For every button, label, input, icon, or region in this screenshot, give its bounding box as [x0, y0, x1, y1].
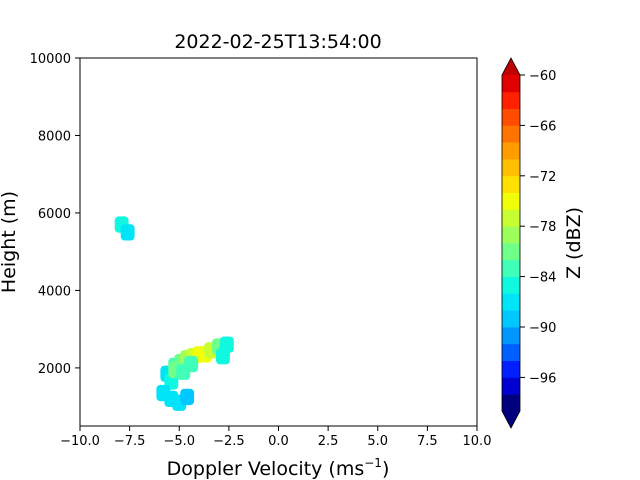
colorbar-band	[502, 327, 520, 345]
x-tick-label: 2.5	[318, 434, 339, 449]
y-axis: 2000 4000 6000 8000 10000	[30, 52, 80, 377]
y-tick-label: 2000	[38, 362, 71, 377]
colorbar-band	[502, 209, 520, 227]
colorbar-band	[502, 293, 520, 311]
y-tick-label: 4000	[38, 284, 71, 299]
colorbar-tick-label: −60	[529, 69, 556, 84]
y-tick-label: 6000	[38, 207, 71, 222]
colorbar-band	[502, 142, 520, 160]
colorbar-band	[502, 343, 520, 361]
x-axis-title-main: Doppler Velocity (ms	[167, 458, 365, 480]
plot-area	[114, 216, 234, 411]
colorbar-band	[502, 125, 520, 143]
x-tick-label: −2.5	[213, 434, 245, 449]
colorbar-band	[502, 108, 520, 126]
plot-frame	[79, 57, 478, 427]
reflectivity-cell	[180, 388, 195, 406]
colorbar-band	[502, 192, 520, 210]
colorbar-band	[502, 276, 520, 294]
x-axis-title: Doppler Velocity (ms−1)	[167, 456, 390, 480]
colorbar-band	[502, 226, 520, 244]
colorbar-tick-label: −78	[529, 220, 556, 235]
reflectivity-cell	[120, 224, 135, 241]
colorbar-band	[502, 377, 520, 395]
colorbar-tick-label: −66	[529, 119, 556, 134]
x-tick-label: −7.5	[114, 434, 146, 449]
x-tick-label: 0.0	[268, 434, 289, 449]
y-tick-label: 8000	[38, 129, 71, 144]
x-tick-label: 10.0	[463, 434, 492, 449]
y-axis-title: Height (m)	[0, 191, 20, 293]
colorbar-band	[502, 360, 520, 378]
x-tick-label: −10.0	[60, 434, 100, 449]
x-tick-label: −5.0	[163, 434, 195, 449]
colorbar: −60 −66 −72 −78 −84 −90 −96	[501, 57, 556, 429]
x-tick-label: 5.0	[367, 434, 388, 449]
x-axis-title-close: )	[382, 458, 389, 480]
colorbar-band	[502, 310, 520, 328]
colorbar-tick-label: −84	[529, 271, 556, 286]
colorbar-band	[502, 394, 520, 412]
x-axis-title-exponent: −1	[364, 456, 382, 470]
reflectivity-cell	[216, 348, 230, 365]
colorbar-band	[502, 159, 520, 177]
x-tick-label: 7.5	[417, 434, 438, 449]
x-axis: −10.0 −7.5 −5.0 −2.5 0.0 2.5 5.0 7.5 10.0	[60, 426, 491, 449]
colorbar-under-arrow	[502, 411, 520, 428]
colorbar-band	[502, 91, 520, 109]
colorbar-band	[502, 175, 520, 193]
chart-title: 2022-02-25T13:54:00	[174, 31, 381, 53]
colorbar-band	[502, 243, 520, 261]
colorbar-band	[502, 259, 520, 277]
colorbar-tick-label: −72	[529, 170, 556, 185]
colorbar-tick-label: −90	[529, 321, 556, 336]
colorbar-label: Z (dBZ)	[563, 207, 585, 279]
y-tick-label: 10000	[30, 52, 71, 67]
colorbar-band	[502, 75, 520, 93]
colorbar-over-arrow	[502, 58, 520, 75]
reflectivity-cell	[184, 355, 199, 373]
colorbar-tick-label: −96	[529, 371, 556, 386]
